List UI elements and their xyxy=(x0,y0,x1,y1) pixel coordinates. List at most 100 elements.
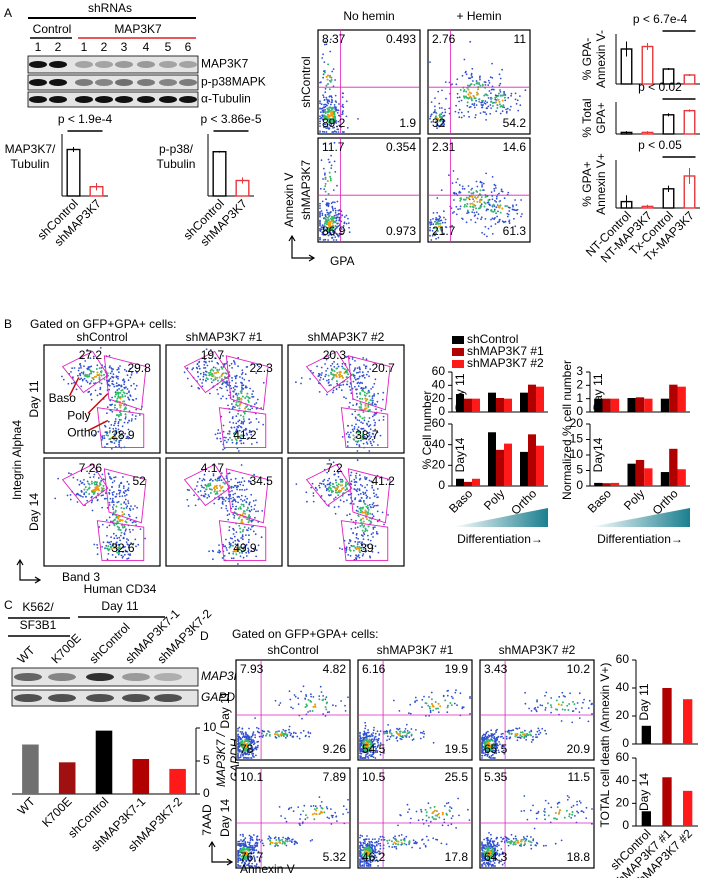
bar xyxy=(95,730,113,794)
y-tick-label: 40 xyxy=(616,680,630,694)
quadrant-percent: 2.31 xyxy=(432,140,456,154)
bar xyxy=(464,481,472,486)
bar xyxy=(520,451,528,486)
group-label: SF3B1 xyxy=(20,618,57,632)
day-label: Day 11 xyxy=(591,373,605,410)
plot-frame xyxy=(357,767,473,869)
gate-percent: 7.2 xyxy=(326,461,343,475)
y-tick-label: 20 xyxy=(432,391,446,405)
bar xyxy=(504,398,512,412)
x-tick-label: Baso xyxy=(446,486,475,515)
y-tick-label: 5 xyxy=(576,463,583,477)
differentiation-wedge xyxy=(590,508,690,527)
scatter-dots xyxy=(483,806,574,860)
plot-frame xyxy=(235,767,351,869)
y-tick-label: 5 xyxy=(203,753,210,767)
y-tick-label: 60 xyxy=(616,652,630,666)
y-tick-label: 15 xyxy=(570,432,584,446)
day-label: Day 11 xyxy=(453,373,467,410)
axis-arrow xyxy=(208,840,234,866)
quadrant-percent: 20.9 xyxy=(567,742,591,756)
gate xyxy=(305,463,353,507)
bar xyxy=(464,398,472,412)
gate xyxy=(96,520,145,562)
blot-band xyxy=(115,61,133,68)
quadrant-percent: 4.82 xyxy=(323,662,347,676)
panel-label: A xyxy=(4,6,12,20)
quadrant-percent: 19.5 xyxy=(445,742,469,756)
blot-strip xyxy=(27,74,199,91)
quadrant-percent: 46.2 xyxy=(362,850,386,864)
y-tick-label: 3 xyxy=(576,364,583,378)
bar xyxy=(536,445,544,486)
bar xyxy=(602,483,611,486)
scatter-dots xyxy=(239,698,328,752)
y-tick-label: 40 xyxy=(616,773,630,787)
quadrant-percent: 78 xyxy=(240,742,254,756)
bar xyxy=(662,114,675,135)
blot-group: MAP3K7 xyxy=(114,22,162,36)
scatter-dots xyxy=(212,371,247,439)
bar xyxy=(627,463,636,486)
y-axis-label: Annexin V+ xyxy=(594,153,608,215)
column-label: shMAP3K7 #1 xyxy=(186,330,263,344)
bar xyxy=(456,478,464,486)
bar xyxy=(662,688,672,744)
blot-band xyxy=(159,96,177,103)
blot-band xyxy=(137,61,155,68)
gate-percent: 39 xyxy=(360,541,374,555)
quadrant-percent: 11.7 xyxy=(322,140,345,154)
quadrant-percent: 6.16 xyxy=(362,662,386,676)
bar xyxy=(683,790,693,826)
gate-percent: 34.5 xyxy=(249,474,273,488)
bar xyxy=(594,482,603,486)
bar xyxy=(641,45,654,85)
plot-frame xyxy=(427,137,531,243)
blot-band xyxy=(115,79,133,86)
bar xyxy=(662,777,672,826)
gate-percent: 19.7 xyxy=(201,348,225,362)
quadrant-percent: 21.7 xyxy=(432,224,456,238)
blot-band xyxy=(154,694,182,702)
legend-swatch xyxy=(452,360,464,368)
y-axis-label: p-p38/ xyxy=(159,142,194,156)
gate xyxy=(225,355,269,411)
gate-arrow xyxy=(87,419,109,432)
gate-percent: 7.26 xyxy=(79,461,103,475)
lane-number: 1 xyxy=(35,40,42,54)
bar xyxy=(488,392,496,412)
blot-band xyxy=(75,61,93,68)
gate-percent: 20.3 xyxy=(323,348,347,362)
quadrant-percent: 0.493 xyxy=(386,32,416,46)
scatter-dots xyxy=(205,367,251,442)
group-label: K562/ xyxy=(22,600,54,614)
lane-number: 6 xyxy=(185,40,192,54)
blot-band xyxy=(48,694,76,702)
y-tick-label: 0 xyxy=(622,818,629,832)
lane-label: WT xyxy=(14,643,38,667)
bar xyxy=(644,398,653,412)
panel-label: C xyxy=(4,598,13,612)
quadrant-percent: 17.8 xyxy=(445,850,469,864)
quadrant-percent: 54.2 xyxy=(503,116,527,130)
x-tick-label: Poly xyxy=(621,486,647,512)
bar xyxy=(58,762,76,794)
blot-band xyxy=(122,673,150,681)
group-label: Day 11 xyxy=(101,599,138,613)
quadrant-percent: 5.35 xyxy=(484,770,508,784)
lane-number: 3 xyxy=(121,40,128,54)
gate-label: Poly xyxy=(67,408,90,422)
p-value: p < 1.9e-4 xyxy=(58,112,113,126)
bar xyxy=(132,759,150,794)
bar xyxy=(610,482,620,486)
x-axis-label: Annexin V xyxy=(240,862,295,876)
scatter-dots xyxy=(295,459,389,561)
blot-band xyxy=(75,96,93,103)
blot-band xyxy=(95,79,113,86)
row-label: shControl xyxy=(299,56,313,107)
blot-group: Control xyxy=(33,22,72,36)
bar xyxy=(683,109,696,135)
blot-band xyxy=(29,61,47,68)
gate xyxy=(347,468,391,524)
bar xyxy=(520,392,528,412)
